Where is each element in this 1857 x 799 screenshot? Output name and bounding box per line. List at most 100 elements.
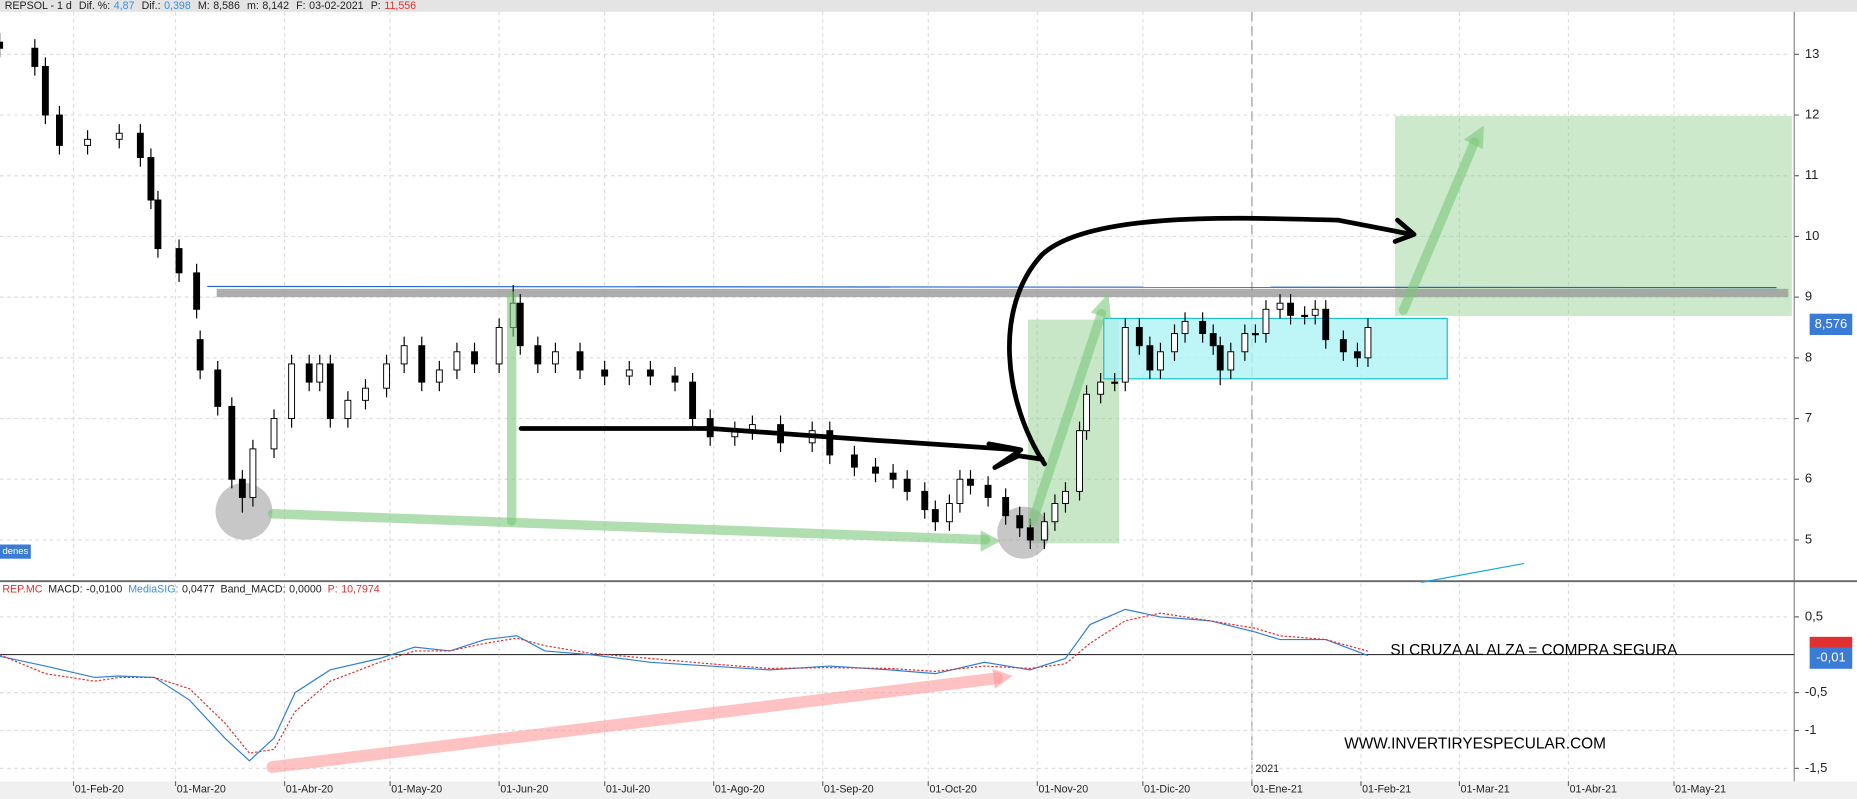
info-value: 4,87 [114,0,135,12]
info-label: P: [328,583,338,595]
x-tick-label: 01-Mar-20 [177,783,226,795]
info-value: 0,0000 [289,583,322,595]
candle-body [534,345,542,365]
candle-body [689,381,697,420]
candle-body [516,302,524,347]
candle-body [270,418,278,450]
candle-body [400,345,408,365]
candle-body [850,454,858,468]
y-tick-label: -1 [1805,722,1817,737]
header: REPSOL - 1 d Dif. %: 4,87 Dif.: 0,398 M: 8,586… [5,0,416,12]
candle-body [1026,527,1034,541]
arrow-head [1090,293,1111,320]
legend-stub [0,544,31,559]
candle-body [1097,381,1105,395]
resistance-band [216,288,1789,298]
range-box [1103,317,1448,380]
header-bar [0,0,1857,12]
arrow-head [980,530,1001,552]
info-label: P: [371,0,381,12]
header-title: REP.MC [2,583,42,595]
candle-body [551,351,559,365]
candle-body [495,327,503,365]
candle-body [326,363,334,420]
candle-body [41,65,49,116]
candle-body [418,345,426,383]
y-tick-label: 6 [1805,471,1812,486]
candle-body [362,387,369,401]
candle-body [984,484,992,498]
circle [215,482,273,540]
legend-label: MediaSIG: [128,583,178,595]
candle-body [921,490,929,511]
x-tick-label: 01-Dic-20 [1144,783,1190,795]
candle-body [154,199,162,250]
candle-body [1262,308,1270,335]
candle-body [115,132,123,140]
x-tick-label: 01-Jun-20 [500,783,548,795]
candle-body [249,448,257,498]
arrow-head [1463,125,1484,150]
candle-body [967,478,974,486]
candle-body [1002,496,1010,517]
y-tick-label: 7 [1805,410,1812,425]
x-tick-label: 01-Ago-20 [715,783,765,795]
candle-body [1227,351,1235,371]
y-tick-label: -0,5 [1805,684,1827,699]
target-zone [1395,116,1792,317]
candle-body [1146,345,1154,371]
candle-body [175,248,183,274]
x-tick-label: 01-May-21 [1675,783,1726,795]
candle-body [826,430,834,456]
candle-body [1156,351,1164,371]
y-tick-label: 8 [1805,349,1812,364]
annotation: SI CRUZA AL ALZA = COMPRA SEGURA [1390,642,1678,659]
candle-body [136,132,144,158]
freehand-arrow [1007,215,1415,467]
candle-body [671,375,679,383]
candle-body [1040,521,1048,541]
info-value: 0,398 [164,0,191,12]
candle-body [945,503,953,523]
candle-body [1339,339,1347,353]
info-value: 8,586 [213,0,240,12]
arrow [266,672,1004,773]
candle-body [1216,345,1224,371]
candle-body [1076,430,1083,492]
macd-header: REP.MC MACD: -0,0100 MediaSIG: 0,0477 Band_MA… [2,583,379,595]
y-tick-label: -1,5 [1805,760,1827,775]
candle-body [872,466,879,474]
info-label: Dif. %: [79,0,110,12]
candle-body [193,272,201,310]
candle-body [1016,515,1024,529]
x-axis-bar [0,781,1857,799]
info-value: 11,556 [384,0,416,12]
x-tick-label: 01-Abr-21 [1570,783,1617,795]
arrow-head [992,668,1013,689]
drawings-under [207,116,1792,583]
macd-line [0,612,1369,754]
candle-body [228,405,236,480]
candle-body [1135,327,1143,347]
y-tick-label: 12 [1805,106,1819,121]
info-label: M: [198,0,210,12]
candle-body [1251,333,1259,336]
y-tick-label: 9 [1805,289,1812,304]
candle-body [305,363,313,383]
x-tick-label: 01-Nov-20 [1039,783,1089,795]
x-tick-label: 01-May-20 [391,783,442,795]
candle-body [1353,351,1361,359]
y-tick-label: 5 [1805,531,1812,546]
candle-body [288,363,296,420]
x-tick-label: 01-Oct-20 [929,783,976,795]
candle-body [471,351,478,365]
candle-body [238,478,246,498]
candle-body [383,363,391,389]
marks [0,33,1372,762]
candle-body [84,138,92,146]
x-tick-label: 01-Abr-20 [286,783,333,795]
x-tick-label: 01-Ene-21 [1253,783,1303,795]
trend-line [1421,562,1525,583]
